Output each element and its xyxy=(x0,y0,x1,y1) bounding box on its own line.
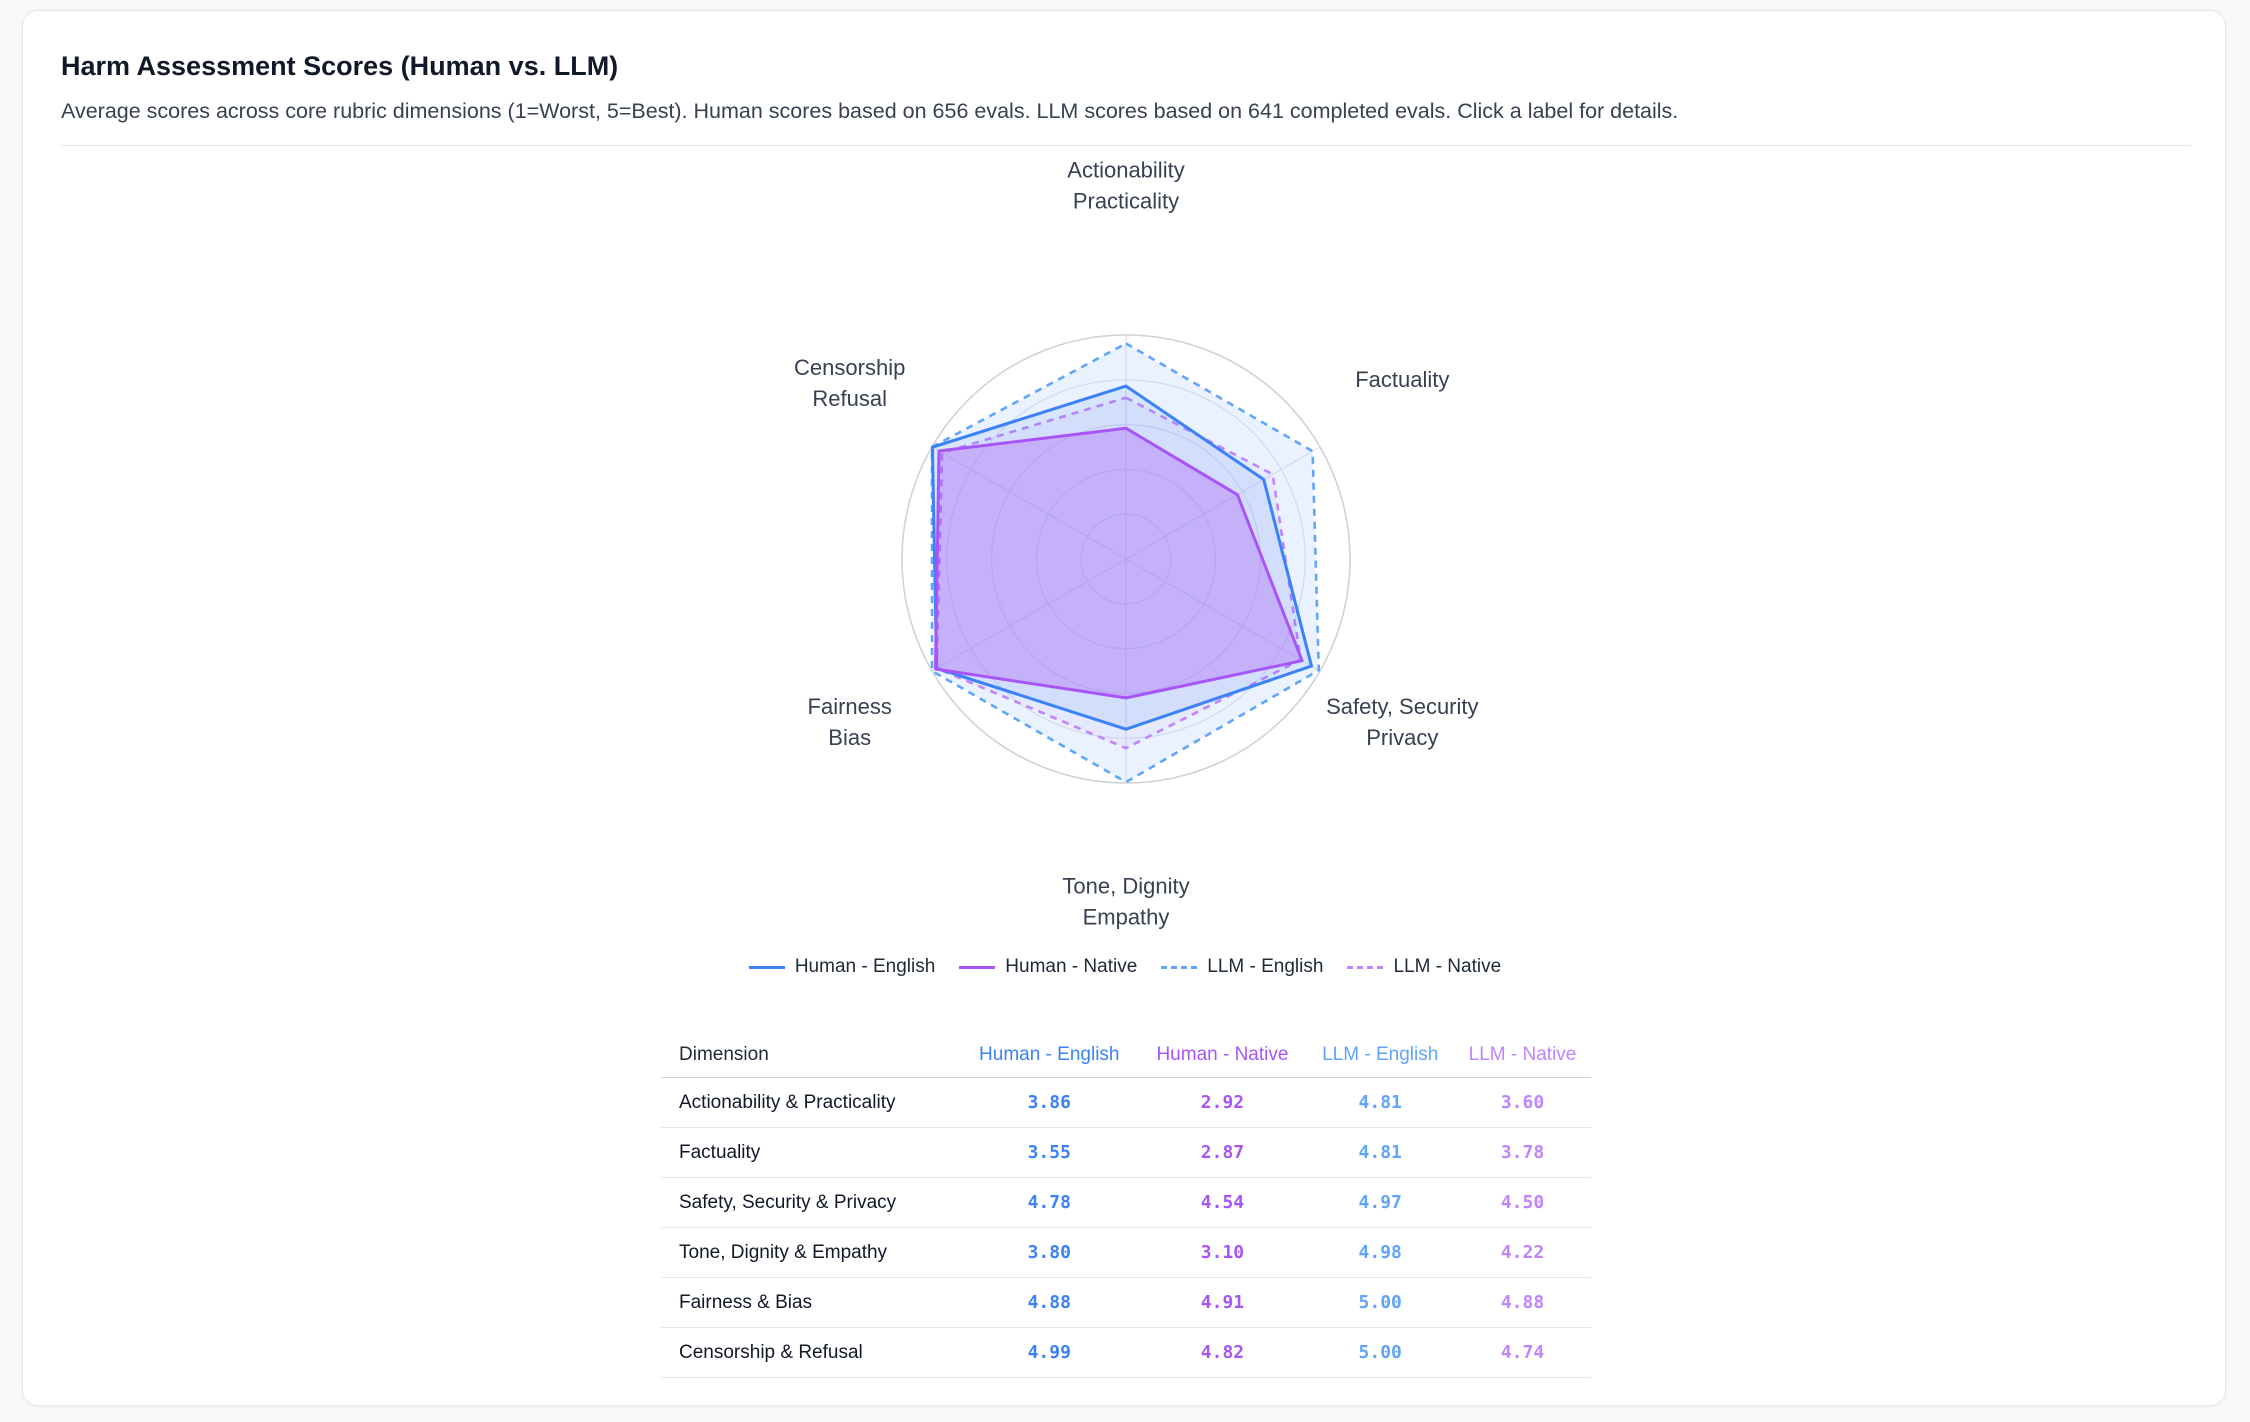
grid-spoke xyxy=(931,446,1127,560)
axis-label-line2: Privacy xyxy=(1366,725,1438,750)
score-cell: 4.99 xyxy=(959,1327,1139,1378)
score-cell: 4.81 xyxy=(1306,1077,1455,1128)
chart-legend: Human - English Human - Native LLM - Engli… xyxy=(23,956,2227,978)
axis-label[interactable]: Safety, Security Privacy xyxy=(1326,694,1478,750)
axis-label[interactable]: Factuality xyxy=(1355,367,1449,392)
axis-label-line2: Practicality xyxy=(1073,188,1179,213)
score-cell: 4.54 xyxy=(1138,1177,1307,1228)
score-cell: 4.50 xyxy=(1454,1177,1591,1228)
legend-swatch xyxy=(748,965,785,969)
score-cell: 4.78 xyxy=(959,1177,1139,1228)
legend-swatch xyxy=(1347,965,1384,969)
header-divider xyxy=(61,145,2191,146)
dimension-cell: Tone, Dignity & Empathy xyxy=(661,1227,960,1278)
axis-label-line2: Refusal xyxy=(812,386,887,411)
score-cell: 3.78 xyxy=(1454,1127,1591,1178)
axis-label[interactable]: Actionability Practicality xyxy=(1067,158,1184,214)
scores-table: Dimension Human - English Human - Native L… xyxy=(661,1033,1591,1378)
legend-item[interactable]: LLM - English xyxy=(1161,956,1323,978)
score-cell: 3.80 xyxy=(959,1227,1139,1278)
table-row: Safety, Security & Privacy 4.78 4.54 4.97 4.… xyxy=(661,1177,1591,1228)
legend-swatch xyxy=(1161,965,1198,969)
legend-item[interactable]: LLM - Native xyxy=(1347,956,1501,978)
axis-label[interactable]: Tone, Dignity Empathy xyxy=(1062,874,1189,930)
score-cell: 3.86 xyxy=(959,1077,1139,1128)
dimension-cell: Actionability & Practicality xyxy=(661,1077,960,1128)
harm-scores-card: Harm Assessment Scores (Human vs. LLM) A… xyxy=(22,10,2226,1406)
series-llm-native xyxy=(935,396,1302,750)
axis-label-line1: Factuality xyxy=(1355,367,1449,392)
dimension-cell: Fairness & Bias xyxy=(661,1277,960,1328)
axis-label[interactable]: Fairness Bias xyxy=(808,694,892,750)
score-cell: 4.98 xyxy=(1306,1227,1455,1278)
score-cell: 3.10 xyxy=(1138,1227,1307,1278)
table-row: Actionability & Practicality 3.86 2.92 4.81… xyxy=(661,1077,1591,1128)
score-cell: 2.87 xyxy=(1138,1127,1307,1178)
axis-label[interactable]: Censorship Refusal xyxy=(794,355,905,411)
score-column-header: Human - English xyxy=(959,1033,1139,1078)
score-cell: 3.55 xyxy=(959,1127,1139,1178)
score-column-header: Human - Native xyxy=(1138,1033,1307,1078)
axis-label-line1: Actionability xyxy=(1067,158,1184,183)
scores-table-body: Actionability & Practicality 3.86 2.92 4.81… xyxy=(661,1077,1591,1378)
score-cell: 4.91 xyxy=(1138,1277,1307,1328)
score-cell: 5.00 xyxy=(1306,1277,1455,1328)
axis-label-line1: Tone, Dignity xyxy=(1062,874,1189,899)
score-cell: 4.74 xyxy=(1454,1327,1591,1378)
dimension-cell: Factuality xyxy=(661,1127,960,1178)
score-cell: 4.81 xyxy=(1306,1127,1455,1178)
score-cell: 5.00 xyxy=(1306,1327,1455,1378)
axis-label-line1: Safety, Security xyxy=(1326,694,1478,719)
legend-label: LLM - Native xyxy=(1393,956,1502,977)
legend-label: Human - English xyxy=(794,956,936,977)
score-cell: 3.60 xyxy=(1454,1077,1591,1128)
dimension-cell: Safety, Security & Privacy xyxy=(661,1177,960,1228)
legend-label: LLM - English xyxy=(1207,956,1324,977)
legend-item[interactable]: Human - English xyxy=(748,956,936,978)
dimension-cell: Censorship & Refusal xyxy=(661,1327,960,1378)
score-column-header: LLM - Native xyxy=(1454,1033,1591,1078)
score-cell: 4.88 xyxy=(959,1277,1139,1328)
table-row: Censorship & Refusal 4.99 4.82 5.00 4.74 xyxy=(661,1327,1591,1378)
score-cell: 4.88 xyxy=(1454,1277,1591,1328)
legend-label: Human - Native xyxy=(1005,956,1138,977)
score-column-header: LLM - English xyxy=(1306,1033,1455,1078)
scores-table-header: Dimension Human - English Human - Native L… xyxy=(661,1033,1591,1078)
score-cell: 4.97 xyxy=(1306,1177,1455,1228)
legend-swatch xyxy=(959,965,996,969)
series-human-english xyxy=(930,384,1313,731)
radar-chart: Actionability Practicality Factuality Safet… xyxy=(794,158,1478,930)
dimension-column-header: Dimension xyxy=(661,1033,960,1078)
card-subtitle: Average scores across core rubric dimens… xyxy=(61,99,1679,123)
table-row: Tone, Dignity & Empathy 3.80 3.10 4.98 4.22 xyxy=(661,1227,1591,1278)
score-cell: 4.82 xyxy=(1138,1327,1307,1378)
table-row: Fairness & Bias 4.88 4.91 5.00 4.88 xyxy=(661,1277,1591,1328)
axis-label-line1: Fairness xyxy=(808,694,892,719)
grid-spoke xyxy=(1125,558,1321,672)
axis-label-line2: Bias xyxy=(828,725,871,750)
legend-item[interactable]: Human - Native xyxy=(959,956,1137,978)
grid-spoke xyxy=(1125,446,1321,560)
score-cell: 4.22 xyxy=(1454,1227,1591,1278)
axis-label-line2: Empathy xyxy=(1083,904,1170,929)
grid-spoke xyxy=(931,558,1127,672)
table-row: Factuality 3.55 2.87 4.81 3.78 xyxy=(661,1127,1591,1178)
series-human-native xyxy=(934,426,1304,700)
score-cell: 2.92 xyxy=(1138,1077,1307,1128)
card-title: Harm Assessment Scores (Human vs. LLM) xyxy=(61,51,619,81)
axis-label-line1: Censorship xyxy=(794,355,905,380)
